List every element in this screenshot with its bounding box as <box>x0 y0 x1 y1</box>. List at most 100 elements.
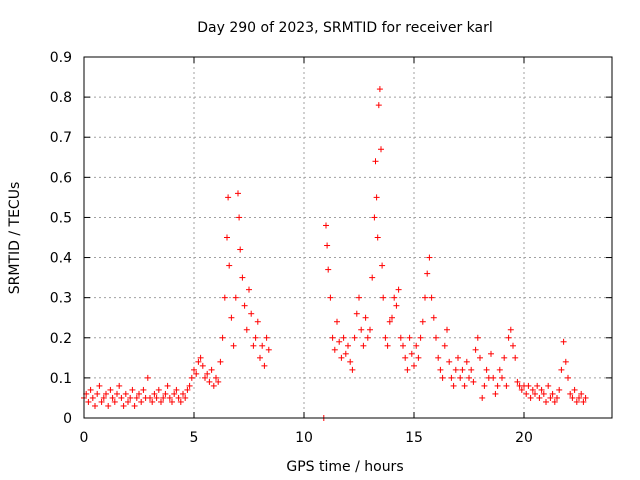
data-point <box>356 294 362 301</box>
data-point <box>338 354 345 361</box>
data-point <box>138 398 145 405</box>
data-point <box>334 318 340 325</box>
data-point <box>372 158 379 165</box>
data-point <box>540 390 547 397</box>
data-point <box>188 374 195 381</box>
data-point <box>236 214 243 221</box>
data-point <box>439 374 446 381</box>
data-point <box>162 390 169 397</box>
data-point <box>499 374 505 381</box>
data-point <box>549 390 556 397</box>
data-point <box>371 214 378 221</box>
data-point <box>246 286 252 293</box>
data-point <box>510 342 516 349</box>
data-point <box>147 394 153 401</box>
data-point <box>501 354 508 361</box>
data-point <box>197 354 204 361</box>
data-point <box>164 382 171 389</box>
data-point <box>551 398 558 405</box>
data-point <box>446 358 453 365</box>
data-point <box>261 362 268 369</box>
data-point <box>389 314 395 321</box>
data-point <box>380 294 387 301</box>
data-point <box>358 326 365 333</box>
data-point <box>254 318 261 325</box>
data-point <box>441 342 448 349</box>
y-tick-label: 0.3 <box>50 291 72 307</box>
data-point <box>379 262 386 269</box>
data-point <box>545 382 552 389</box>
data-point <box>413 342 420 349</box>
data-point <box>397 334 404 341</box>
data-point <box>219 334 226 341</box>
data-point <box>450 382 457 389</box>
data-point <box>221 294 228 301</box>
data-point <box>155 386 162 393</box>
data-point <box>507 326 514 333</box>
data-point <box>525 382 532 389</box>
data-point <box>411 362 417 369</box>
data-point <box>324 242 331 249</box>
data-point <box>342 350 349 357</box>
x-tick-labels: 0 5 10 15 20 <box>80 430 533 446</box>
x-axis-label: GPS time / hours <box>286 459 403 475</box>
data-point <box>241 302 248 309</box>
x-tick-label: 15 <box>405 430 423 446</box>
data-point <box>232 294 239 301</box>
data-point <box>538 386 545 393</box>
data-point <box>217 358 224 365</box>
data-points <box>81 86 589 421</box>
data-point <box>406 334 413 341</box>
data-point <box>340 334 347 341</box>
data-point <box>573 398 580 405</box>
data-point <box>567 390 574 397</box>
data-point <box>448 374 455 381</box>
data-point <box>149 398 156 405</box>
data-point <box>98 398 105 405</box>
data-point <box>580 398 587 405</box>
data-point <box>496 366 503 373</box>
data-point <box>228 314 235 321</box>
data-point <box>336 338 343 345</box>
data-point <box>193 370 200 377</box>
data-point <box>514 378 521 385</box>
data-point <box>474 334 481 341</box>
data-point <box>428 294 435 301</box>
data-point <box>384 342 391 349</box>
data-point <box>120 402 127 409</box>
data-point <box>204 370 211 377</box>
data-point <box>103 390 109 397</box>
data-point <box>400 342 406 349</box>
data-point <box>470 378 477 385</box>
data-point <box>127 394 134 401</box>
data-point <box>483 366 490 373</box>
data-point <box>225 194 232 201</box>
data-point <box>160 394 167 401</box>
data-point <box>166 394 173 401</box>
y-tick-label: 0.1 <box>50 371 72 387</box>
data-point <box>529 386 536 393</box>
data-point <box>494 382 501 389</box>
data-point <box>177 398 184 405</box>
data-point <box>248 310 255 317</box>
data-point <box>129 386 136 393</box>
data-point <box>374 234 381 241</box>
data-point <box>386 318 393 325</box>
data-point <box>353 310 360 317</box>
data-point <box>105 402 112 409</box>
data-point <box>426 254 433 261</box>
data-point <box>347 358 354 365</box>
data-point <box>459 366 466 373</box>
data-point <box>395 286 402 293</box>
data-point <box>554 394 560 401</box>
data-point <box>415 354 422 361</box>
data-point <box>417 334 424 341</box>
data-point <box>85 398 92 405</box>
data-point <box>393 302 400 309</box>
data-point <box>492 390 499 397</box>
data-point <box>532 390 538 397</box>
y-tick-label: 0.9 <box>50 50 72 66</box>
data-point <box>435 354 442 361</box>
data-point <box>202 374 208 381</box>
data-point <box>213 374 219 381</box>
